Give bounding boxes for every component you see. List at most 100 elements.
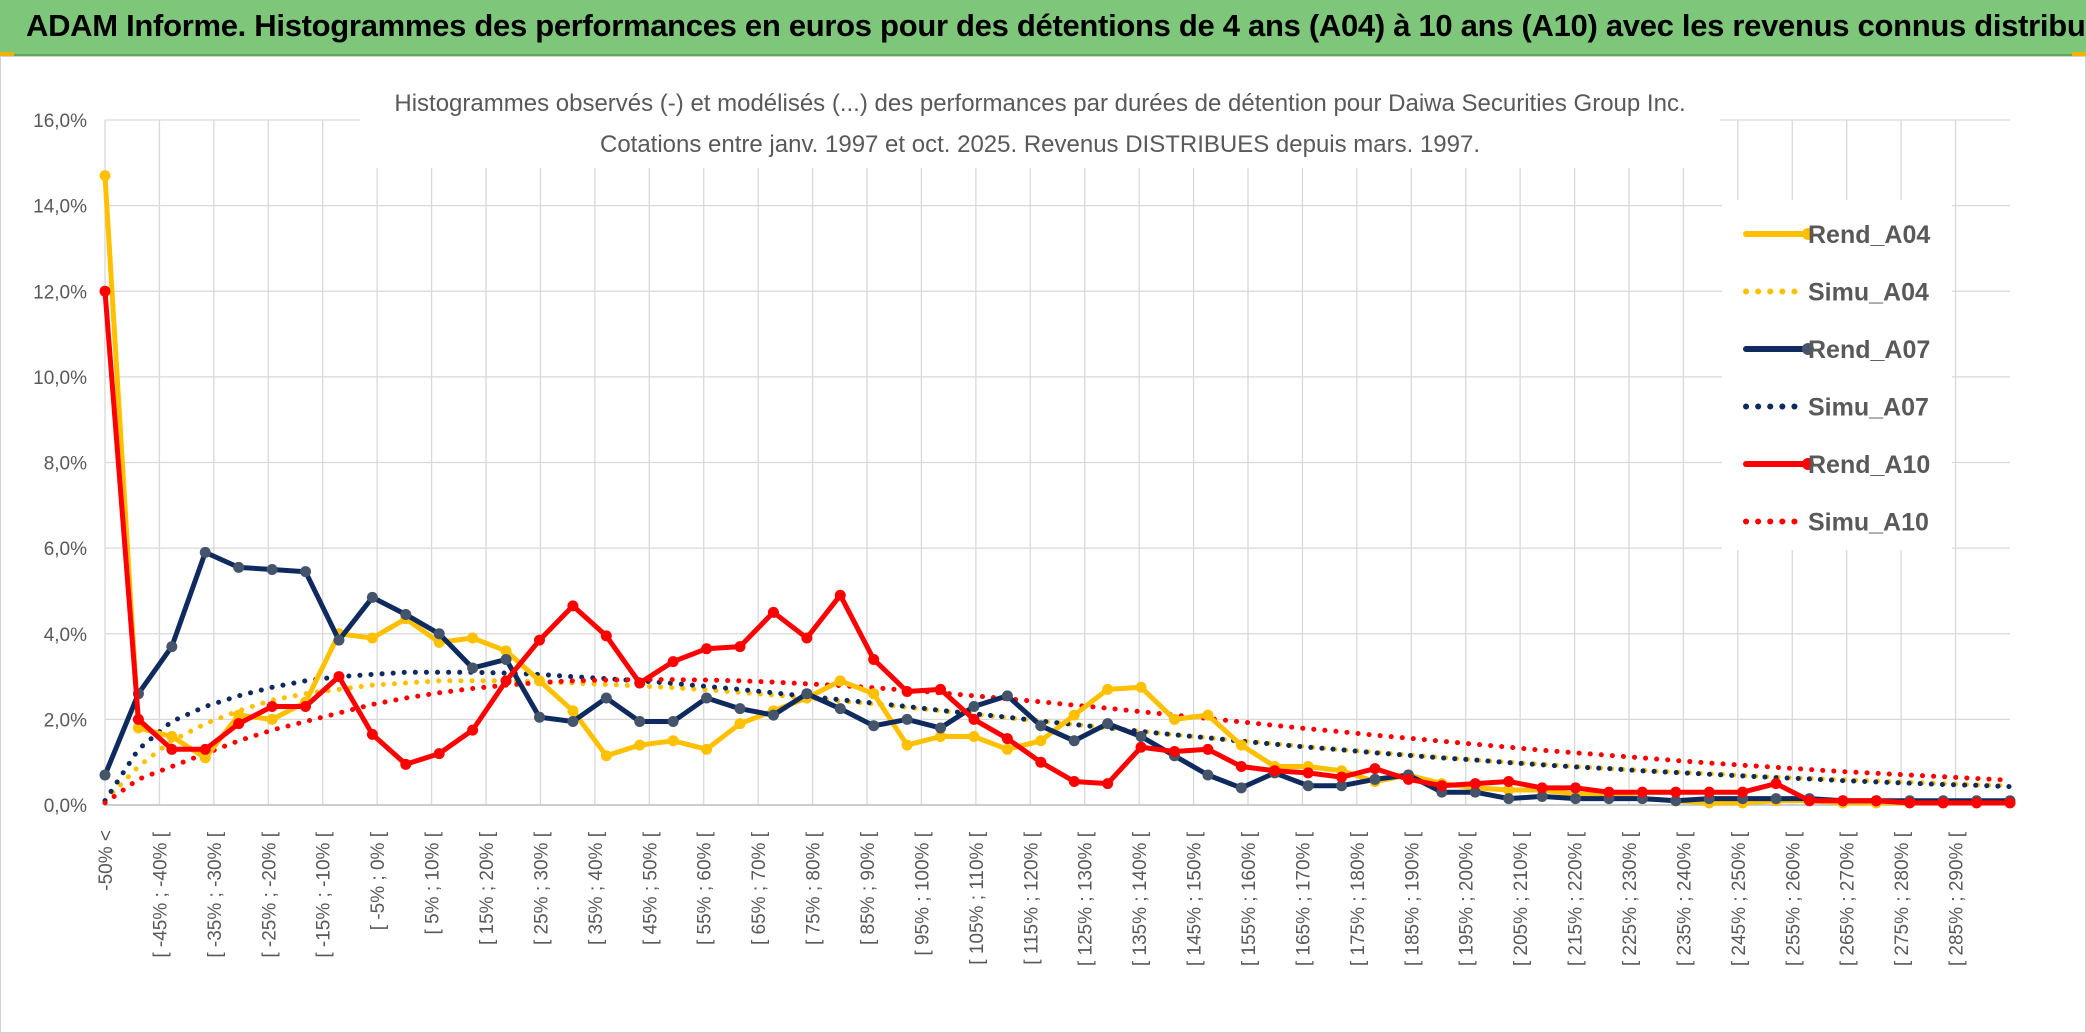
legend-label-Rend_A04: Rend_A04 xyxy=(1808,221,1930,249)
x-tick-label: [ 15% ; 20% [ xyxy=(477,831,498,945)
y-tick-label: 0,0% xyxy=(44,796,87,817)
data-point-Rend_A10 xyxy=(1001,733,1013,745)
data-point-Rend_A10 xyxy=(233,718,245,730)
data-point-Rend_A07 xyxy=(1135,731,1147,742)
legend-background xyxy=(1722,200,1952,550)
data-point-Rend_A10 xyxy=(734,641,746,653)
legend-label-Simu_A04: Simu_A04 xyxy=(1808,279,1929,307)
data-point-Rend_A07 xyxy=(667,716,679,728)
y-axis-ticks: 0,0% 2,0% 4,0% 6,0% 8,0% 10,0% 12,0% 14,0% 16,0% xyxy=(33,111,87,817)
data-point-Rend_A07 xyxy=(1336,780,1348,792)
data-point-Rend_A07 xyxy=(801,688,813,700)
data-point-Rend_A04 xyxy=(1503,784,1515,796)
data-point-Rend_A04 xyxy=(701,743,713,755)
data-point-Rend_A07 xyxy=(868,720,880,732)
x-tick-label: [ 235% ; 240% [ xyxy=(1674,831,1695,966)
data-point-Rend_A10 xyxy=(266,701,278,713)
corner-accent-right xyxy=(2072,52,2086,57)
y-tick-label: 8,0% xyxy=(44,454,87,475)
data-point-Rend_A07 xyxy=(901,713,913,725)
data-point-Rend_A10 xyxy=(433,748,445,760)
data-point-Rend_A10 xyxy=(533,634,545,646)
data-point-Rend_A10 xyxy=(901,686,913,698)
x-tick-label: [ 75% ; 80% [ xyxy=(804,831,825,945)
x-tick-label: [ 245% ; 250% [ xyxy=(1729,831,1750,966)
data-point-Rend_A10 xyxy=(132,713,144,725)
data-point-Rend_A10 xyxy=(1503,775,1515,787)
x-tick-label: [ 65% ; 70% [ xyxy=(749,831,770,945)
legend-label-Rend_A07: Rend_A07 xyxy=(1808,336,1930,364)
data-point-Rend_A10 xyxy=(366,728,378,740)
data-point-Rend_A07 xyxy=(834,703,846,715)
data-point-Rend_A10 xyxy=(1235,760,1247,772)
data-point-Rend_A04 xyxy=(901,739,913,751)
data-point-Rend_A04 xyxy=(667,735,679,747)
data-point-Rend_A07 xyxy=(634,716,646,728)
data-point-Rend_A07 xyxy=(300,566,312,578)
x-tick-label: [ 175% ; 180% [ xyxy=(1348,831,1369,966)
data-point-Rend_A10 xyxy=(1068,775,1080,787)
x-axis-ticks: -50% < [ -45% ; -40% [[ -35% ; -30% [[ -2… xyxy=(96,830,1968,966)
data-point-Rend_A10 xyxy=(1803,795,1815,807)
legend-marker xyxy=(1802,343,1814,355)
data-point-Rend_A10 xyxy=(1035,756,1047,768)
data-point-Rend_A07 xyxy=(1001,690,1013,702)
x-tick-label: [ 215% ; 220% [ xyxy=(1566,831,1587,966)
data-point-Rend_A04 xyxy=(467,632,479,644)
legend-label-Simu_A10: Simu_A10 xyxy=(1808,509,1929,537)
data-point-Rend_A07 xyxy=(533,711,545,723)
data-point-Rend_A10 xyxy=(634,677,646,689)
data-point-Rend_A10 xyxy=(1837,795,1849,807)
data-point-Rend_A10 xyxy=(701,643,713,655)
data-point-Rend_A10 xyxy=(1269,765,1281,777)
data-point-Rend_A10 xyxy=(600,630,612,642)
data-point-Rend_A04 xyxy=(166,731,178,742)
data-point-Rend_A10 xyxy=(2004,797,2016,809)
data-point-Rend_A04 xyxy=(1202,709,1214,721)
data-point-Rend_A10 xyxy=(1202,743,1214,755)
data-point-Rend_A10 xyxy=(1636,786,1648,798)
x-tick-label: [ 25% ; 30% [ xyxy=(531,831,552,945)
data-point-Rend_A07 xyxy=(400,608,412,620)
x-tick-label: [ 265% ; 270% [ xyxy=(1838,831,1859,966)
data-point-Rend_A04 xyxy=(1035,735,1047,747)
x-tick-label: [ 225% ; 230% [ xyxy=(1620,831,1641,966)
data-point-Rend_A07 xyxy=(567,716,579,728)
data-point-Rend_A10 xyxy=(1737,786,1749,798)
chart-title-background xyxy=(360,80,1720,168)
series-line-Rend_A07 xyxy=(102,549,2013,804)
x-tick-label: [ 275% ; 280% [ xyxy=(1892,831,1913,966)
data-point-Rend_A07 xyxy=(333,634,345,646)
data-point-Rend_A07 xyxy=(500,653,512,665)
y-tick-label: 16,0% xyxy=(33,111,87,132)
data-point-Rend_A04 xyxy=(1001,743,1013,755)
data-point-Rend_A07 xyxy=(1770,793,1782,805)
legend-marker xyxy=(1802,458,1814,470)
data-point-Rend_A07 xyxy=(266,564,278,576)
data-point-Rend_A10 xyxy=(1436,780,1448,792)
x-tick-label: [ 55% ; 60% [ xyxy=(695,831,716,945)
y-tick-label: 14,0% xyxy=(33,197,87,218)
data-point-Rend_A07 xyxy=(935,722,947,734)
data-point-Rend_A07 xyxy=(734,703,746,715)
data-point-Rend_A07 xyxy=(701,692,713,704)
data-point-Rend_A04 xyxy=(634,739,646,751)
data-point-Rend_A04 xyxy=(199,752,211,764)
data-point-Rend_A04 xyxy=(734,718,746,730)
x-tick-label: [ 145% ; 150% [ xyxy=(1185,831,1206,966)
series-layer xyxy=(99,170,2016,809)
page-title: ADAM Informe. Histogrammes des performan… xyxy=(26,8,2086,43)
x-tick-label: [ -15% ; -10% [ xyxy=(314,831,335,957)
data-point-Rend_A10 xyxy=(834,589,846,601)
data-point-Rend_A10 xyxy=(935,683,947,695)
series-line-Rend_A10 xyxy=(102,288,2013,806)
x-tick-label: [ 115% ; 120% [ xyxy=(1021,831,1042,964)
data-point-Rend_A10 xyxy=(1904,797,1916,809)
x-tick-label: [ 165% ; 170% [ xyxy=(1293,831,1314,966)
data-point-Rend_A04 xyxy=(233,709,245,721)
x-tick-label: [ -25% ; -20% [ xyxy=(259,831,280,957)
data-point-Rend_A10 xyxy=(1135,741,1147,753)
x-tick-label: [ 35% ; 40% [ xyxy=(586,831,607,945)
data-point-Rend_A10 xyxy=(1336,771,1348,783)
data-point-Rend_A07 xyxy=(199,546,211,558)
